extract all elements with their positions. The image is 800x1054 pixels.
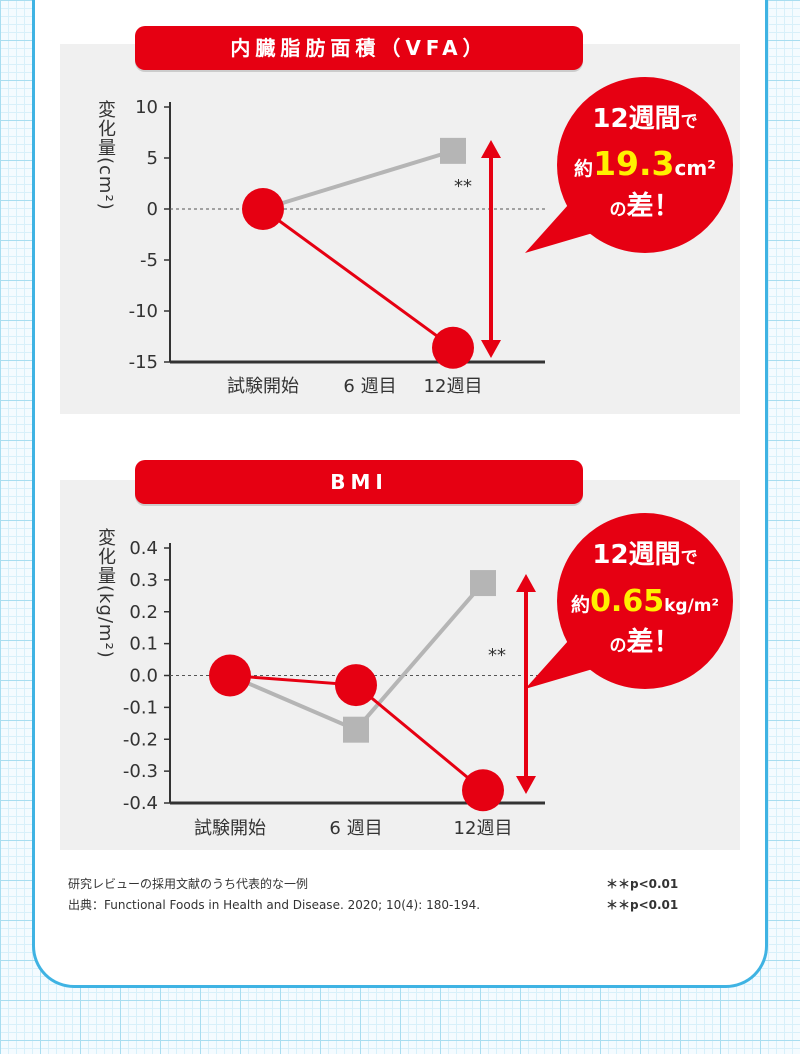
data-point-red [432, 326, 474, 369]
callout-suffix: で [681, 548, 698, 568]
data-point-red [209, 654, 251, 697]
y-tick-label: 0.4 [129, 538, 158, 559]
callout-unit: kg/m² [664, 596, 719, 616]
difference-arrow-head-up [481, 140, 501, 158]
footnote: 研究レビューの採用文献のうち代表的な一例 出典：Functional Foods… [68, 874, 480, 916]
data-point-gray [470, 570, 496, 597]
data-point-red [242, 188, 284, 230]
y-tick-label: -0.1 [123, 697, 158, 718]
callout-bubble [557, 513, 733, 689]
x-tick-label: 6 週目 [329, 818, 382, 839]
x-tick-label: 試験開始 [194, 818, 266, 839]
y-tick-label: 0.2 [129, 602, 158, 623]
y-tick-label: -0.4 [123, 793, 158, 814]
chart-bmi: 0.4 0.3 0.2 0.1 0.0 -0.1 -0.2 -0.3 -0.4 試験開始 6 週目 1… [123, 538, 545, 839]
data-point-red [335, 664, 377, 707]
callout-no: の [610, 200, 627, 220]
y-tick-label: -0.2 [123, 729, 158, 750]
data-point-red [462, 769, 504, 812]
callout-line-2: 約0.65kg/m² [571, 584, 719, 619]
callout-diff: 差！ [627, 190, 681, 222]
y-tick-label: 0.3 [129, 570, 158, 591]
callout-unit: cm² [674, 156, 715, 180]
callout-line-2: 約19.3cm² [574, 144, 716, 183]
x-tick-label: 試験開始 [227, 376, 299, 397]
callout-value: 0.65 [590, 584, 664, 619]
y-tick-label: 0 [147, 199, 158, 220]
callout-prefix: 約 [574, 157, 593, 180]
callout-value: 19.3 [593, 144, 674, 183]
significance-label: ** [488, 645, 506, 666]
chart-vfa: 10 5 0 -5 -10 -15 試験開始 6 週目 12週目 ** [129, 97, 545, 397]
y-tick-label: -0.3 [123, 761, 158, 782]
y-axis-label-vfa: 変化量(cm²) [92, 100, 118, 211]
significance-label: ** [454, 176, 472, 197]
x-tick-label: 12週目 [454, 818, 513, 839]
p-values: ＊＊p<0.01 ＊＊p<0.01 [606, 874, 678, 916]
chart-title-bmi: BMI [135, 460, 583, 504]
data-point-gray [440, 137, 466, 164]
y-tick-label: -5 [140, 250, 158, 271]
data-point-gray [343, 716, 369, 743]
callout-line-1: 12週間で [592, 540, 697, 570]
callout-suffix: で [681, 112, 698, 132]
y-tick-label: -10 [129, 301, 158, 322]
difference-arrow-head-down [516, 776, 536, 794]
x-tick-label: 6 週目 [343, 376, 396, 397]
series-line-gray [229, 581, 485, 733]
difference-arrow-head-down [481, 340, 501, 358]
y-axis-label-text: 変化量(cm²) [95, 100, 116, 211]
callout-line-1: 12週間で [592, 104, 697, 134]
callout-bubble [557, 77, 733, 253]
y-axis-label-bmi: 変化量(kg/m²) [92, 528, 118, 659]
p-value-2: ＊＊p<0.01 [606, 898, 679, 912]
x-tick-label: 12週目 [424, 376, 483, 397]
footnote-source: 出典：Functional Foods in Health and Diseas… [68, 898, 481, 912]
y-tick-label: -15 [129, 352, 158, 373]
y-tick-label: 5 [147, 148, 158, 169]
callout-diff: 差！ [627, 626, 681, 658]
callout-line-3: の差！ [610, 626, 681, 658]
footnote-line-1: 研究レビューの採用文献のうち代表的な一例 [68, 877, 309, 891]
callout-no: の [610, 636, 627, 656]
series-line-red [262, 207, 454, 349]
y-tick-label: 0.0 [129, 666, 158, 687]
series-line-gray [262, 148, 454, 211]
callout-weeks: 12週間 [592, 540, 680, 570]
y-tick-label: 0.1 [129, 634, 158, 655]
chart-title-vfa: 内臓脂肪面積（VFA） [135, 26, 583, 70]
difference-arrow-head-up [516, 574, 536, 592]
y-tick-label: 10 [135, 97, 158, 118]
callout-prefix: 約 [571, 593, 590, 616]
callout-line-3: の差！ [610, 190, 681, 222]
callout-weeks: 12週間 [592, 104, 680, 134]
y-axis-label-text: 変化量(kg/m²) [95, 528, 116, 659]
p-value-1: ＊＊p<0.01 [606, 877, 679, 891]
